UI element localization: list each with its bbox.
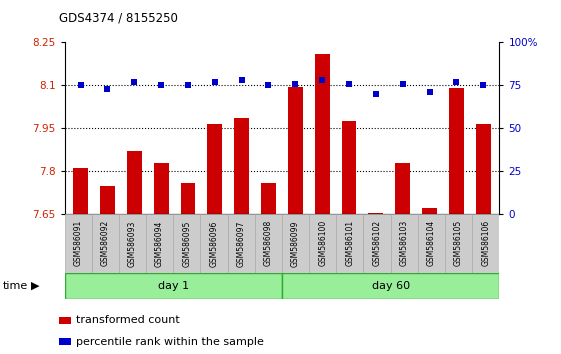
Text: GSM586092: GSM586092: [101, 220, 110, 267]
Bar: [476, 124, 490, 214]
FancyBboxPatch shape: [146, 214, 173, 273]
Bar: [449, 88, 464, 214]
Point: [344, 81, 353, 86]
FancyBboxPatch shape: [282, 273, 499, 299]
Text: GSM586095: GSM586095: [182, 220, 191, 267]
Point: [398, 81, 407, 86]
FancyBboxPatch shape: [364, 214, 390, 273]
Text: ▶: ▶: [31, 281, 39, 291]
Point: [210, 79, 219, 85]
Point: [452, 79, 461, 85]
Point: [157, 82, 165, 88]
Text: GSM586104: GSM586104: [427, 220, 436, 267]
FancyBboxPatch shape: [445, 214, 472, 273]
Bar: [234, 118, 249, 214]
Bar: [127, 151, 142, 214]
Bar: [288, 87, 303, 214]
FancyBboxPatch shape: [255, 214, 282, 273]
Text: time: time: [3, 281, 28, 291]
Text: day 60: day 60: [371, 281, 410, 291]
Text: day 1: day 1: [158, 281, 188, 291]
FancyBboxPatch shape: [173, 214, 200, 273]
FancyBboxPatch shape: [65, 214, 91, 273]
Text: GSM586094: GSM586094: [155, 220, 164, 267]
Bar: [422, 209, 437, 214]
Point: [291, 81, 300, 86]
Text: GSM586098: GSM586098: [264, 220, 273, 267]
Text: GSM586102: GSM586102: [373, 220, 381, 267]
Text: GSM586105: GSM586105: [454, 220, 463, 267]
Bar: [369, 213, 383, 214]
Text: transformed count: transformed count: [76, 315, 180, 325]
Point: [479, 82, 488, 88]
FancyBboxPatch shape: [309, 214, 336, 273]
Text: GSM586106: GSM586106: [481, 220, 490, 267]
FancyBboxPatch shape: [472, 214, 499, 273]
FancyBboxPatch shape: [65, 273, 282, 299]
Text: GSM586093: GSM586093: [128, 220, 137, 267]
Point: [371, 91, 380, 97]
Point: [264, 82, 273, 88]
Point: [237, 78, 246, 83]
Bar: [315, 54, 329, 214]
Text: GSM586096: GSM586096: [209, 220, 218, 267]
Bar: [261, 183, 276, 214]
Text: GSM586099: GSM586099: [291, 220, 300, 267]
Text: GSM586091: GSM586091: [73, 220, 82, 267]
Point: [103, 86, 112, 92]
Bar: [342, 121, 356, 214]
Bar: [208, 124, 222, 214]
FancyBboxPatch shape: [119, 214, 146, 273]
Bar: [181, 183, 195, 214]
Point: [425, 90, 434, 95]
Bar: [73, 169, 88, 214]
Text: GSM586103: GSM586103: [399, 220, 408, 267]
FancyBboxPatch shape: [418, 214, 445, 273]
Text: GSM586097: GSM586097: [237, 220, 246, 267]
Point: [76, 82, 85, 88]
Point: [183, 82, 192, 88]
FancyBboxPatch shape: [336, 214, 364, 273]
FancyBboxPatch shape: [282, 214, 309, 273]
Text: GSM586101: GSM586101: [346, 220, 355, 267]
Bar: [100, 185, 115, 214]
FancyBboxPatch shape: [91, 214, 119, 273]
Point: [318, 78, 327, 83]
Text: GDS4374 / 8155250: GDS4374 / 8155250: [59, 12, 178, 25]
Point: [130, 79, 139, 85]
FancyBboxPatch shape: [390, 214, 418, 273]
FancyBboxPatch shape: [228, 214, 255, 273]
FancyBboxPatch shape: [200, 214, 228, 273]
Bar: [396, 163, 410, 214]
Text: percentile rank within the sample: percentile rank within the sample: [76, 337, 264, 347]
Bar: [154, 163, 168, 214]
Text: GSM586100: GSM586100: [318, 220, 327, 267]
